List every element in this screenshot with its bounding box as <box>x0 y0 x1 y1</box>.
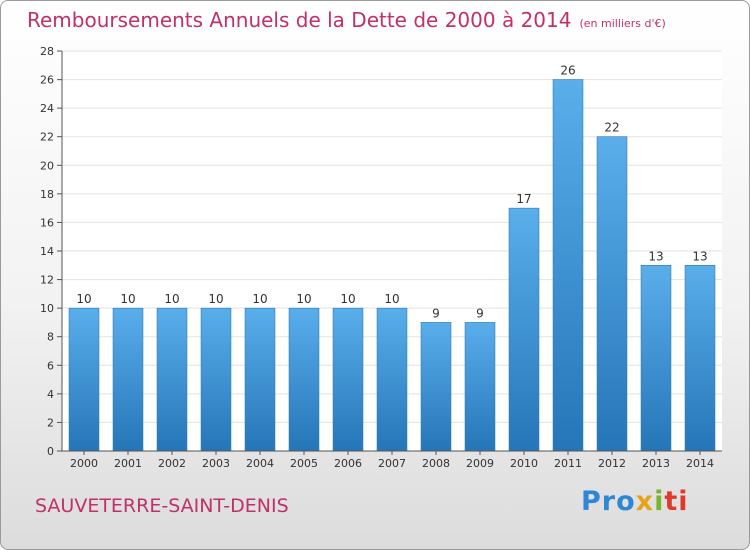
y-tick-label: 16 <box>40 216 54 229</box>
data-label-2011: 26 <box>560 64 575 78</box>
x-tick-label-2012: 2012 <box>598 457 626 470</box>
bar-2010 <box>508 207 540 452</box>
bar-2012 <box>596 136 628 452</box>
y-tick-label: 12 <box>40 274 54 287</box>
bar-2005 <box>288 307 320 452</box>
bar-2000 <box>68 307 100 452</box>
bar-2014 <box>684 264 716 452</box>
y-tick-label: 28 <box>40 45 54 58</box>
x-tick-label-2006: 2006 <box>334 457 362 470</box>
x-tick-label-2007: 2007 <box>378 457 406 470</box>
x-tick-label-2005: 2005 <box>290 457 318 470</box>
y-tick-label: 26 <box>40 74 54 87</box>
y-tick-label: 4 <box>47 388 54 401</box>
x-tick-label-2003: 2003 <box>202 457 230 470</box>
brand-part-2: x <box>635 486 655 517</box>
bar-2009 <box>464 322 496 452</box>
data-label-2007: 10 <box>384 292 399 306</box>
y-tick-label: 14 <box>40 245 54 258</box>
x-tick-label-2000: 2000 <box>70 457 98 470</box>
x-tick-label-2013: 2013 <box>642 457 670 470</box>
y-tick-label: 6 <box>47 359 54 372</box>
chart-title-text: Remboursements Annuels de la Dette de 20… <box>27 8 572 32</box>
chart-title: Remboursements Annuels de la Dette de 20… <box>27 8 666 32</box>
data-label-2013: 13 <box>648 249 663 263</box>
data-label-2012: 22 <box>604 121 619 135</box>
data-label-2002: 10 <box>164 292 179 306</box>
data-label-2000: 10 <box>76 292 91 306</box>
bar-2006 <box>332 307 364 452</box>
brand-part-4: ti <box>664 486 689 517</box>
bar-2002 <box>156 307 188 452</box>
y-tick-label: 10 <box>40 302 54 315</box>
x-tick-label-2011: 2011 <box>554 457 582 470</box>
x-tick-label-2001: 2001 <box>114 457 142 470</box>
bar-2008 <box>420 322 452 452</box>
x-tick-label-2009: 2009 <box>466 457 494 470</box>
y-tick-label: 24 <box>40 102 54 115</box>
commune-name: SAUVETERRE-SAINT-DENIS <box>35 495 289 517</box>
data-label-2010: 17 <box>516 192 531 206</box>
data-label-2001: 10 <box>120 292 135 306</box>
x-tick-label-2014: 2014 <box>686 457 714 470</box>
data-label-2004: 10 <box>252 292 267 306</box>
bar-2007 <box>376 307 408 452</box>
data-label-2008: 9 <box>432 306 440 320</box>
data-label-2006: 10 <box>340 292 355 306</box>
brand-logo: Proxiti <box>581 486 689 517</box>
chart-unit-note: (en milliers d'€) <box>579 17 666 30</box>
x-tick-label-2002: 2002 <box>158 457 186 470</box>
data-label-2003: 10 <box>208 292 223 306</box>
x-tick-label-2010: 2010 <box>510 457 538 470</box>
data-label-2009: 9 <box>476 306 484 320</box>
y-tick-label: 22 <box>40 131 54 144</box>
bar-2013 <box>640 264 672 452</box>
y-tick-label: 8 <box>47 331 54 344</box>
y-tick-label: 0 <box>47 445 54 458</box>
bar-2011 <box>552 79 584 452</box>
bar-2003 <box>200 307 232 452</box>
y-tick-label: 2 <box>47 416 54 429</box>
y-tick-label: 20 <box>40 159 54 172</box>
data-label-2014: 13 <box>692 249 707 263</box>
x-tick-label-2008: 2008 <box>422 457 450 470</box>
bar-2004 <box>244 307 276 452</box>
brand-part-1: Pro <box>581 486 636 517</box>
y-tick-label: 18 <box>40 188 54 201</box>
data-label-2005: 10 <box>296 292 311 306</box>
brand-part-3: i <box>654 486 665 517</box>
bar-2001 <box>112 307 144 452</box>
x-tick-label-2004: 2004 <box>246 457 274 470</box>
